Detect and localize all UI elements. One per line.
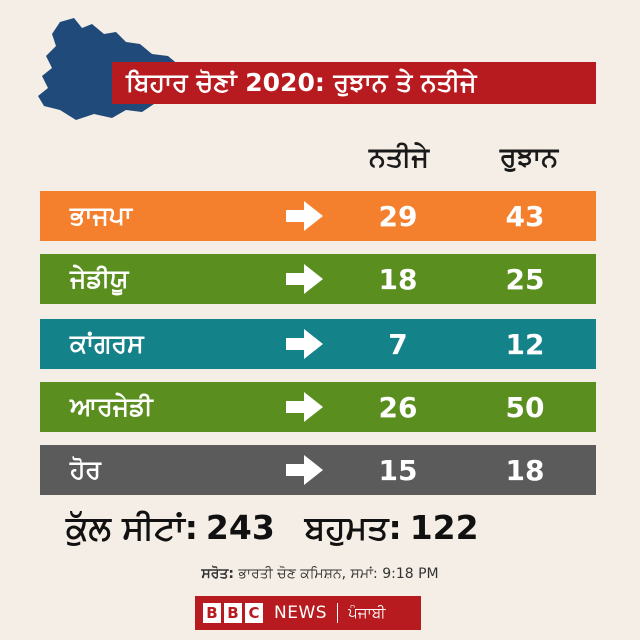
majority-label: ਬਹੁਮਤ: <box>304 508 402 547</box>
total-seats-label: ਕੁੱਲ ਸੀਟਾਂ: <box>66 508 198 547</box>
arrow-right-icon <box>286 392 323 422</box>
party-name: ਹੋਰ <box>70 455 101 484</box>
arrow-right-icon <box>286 329 323 359</box>
result-value: 15 <box>378 454 418 487</box>
trend-value: 12 <box>505 328 545 361</box>
arrow-right-icon <box>286 455 323 485</box>
trend-value: 25 <box>505 263 545 296</box>
party-name: ਆਰਜੇਡੀ <box>70 392 153 421</box>
party-row-congress: ਕਾਂਗਰਸ 7 12 <box>40 319 596 369</box>
result-value: 29 <box>378 200 418 233</box>
results-column-header: ਨਤੀਜੇ <box>369 142 429 173</box>
language-label: ਪੰਜਾਬੀ <box>348 604 386 622</box>
trend-value: 50 <box>505 391 545 424</box>
total-seats-value: 243 <box>205 508 275 547</box>
arrow-right-icon <box>286 264 323 294</box>
page-title: ਬਿਹਾਰ ਚੋਣਾਂ 2020: ਰੁਝਾਨ ਤੇ ਨਤੀਜੇ <box>112 62 596 104</box>
trend-value: 43 <box>505 200 545 233</box>
arrow-right-icon <box>286 201 323 231</box>
trends-column-header: ਰੁਝਾਨ <box>499 142 559 173</box>
party-row-bjp: ਭਾਜਪਾ 29 43 <box>40 191 596 241</box>
source-line: ਸਰੋਤ: ਭਾਰਤੀ ਚੋਣ ਕਮਿਸ਼ਨ, ਸਮਾਂ: 9:18 PM <box>0 566 640 582</box>
result-value: 26 <box>378 391 418 424</box>
news-label: NEWS <box>274 603 328 623</box>
bbc-letter: B <box>203 603 221 623</box>
source-text: ਭਾਰਤੀ ਚੋਣ ਕਮਿਸ਼ਨ, ਸਮਾਂ: 9:18 PM <box>238 566 439 582</box>
party-name: ਕਾਂਗਰਸ <box>70 329 144 358</box>
bbc-news-logo: B B C NEWS ਪੰਜਾਬੀ <box>195 596 421 630</box>
party-name: ਜੇਡੀਯੂ <box>70 264 129 293</box>
totals-line: ਕੁੱਲ ਸੀਟਾਂ: 243 ਬਹੁਮਤ: 122 <box>66 508 487 548</box>
party-name: ਭਾਜਪਾ <box>70 201 133 230</box>
logo-divider <box>337 603 339 623</box>
bbc-letter: C <box>245 603 263 623</box>
result-value: 18 <box>378 263 418 296</box>
party-row-rjd: ਆਰਜੇਡੀ 26 50 <box>40 382 596 432</box>
bbc-letter: B <box>224 603 242 623</box>
party-row-jdu: ਜੇਡੀਯੂ 18 25 <box>40 254 596 304</box>
trend-value: 18 <box>505 454 545 487</box>
source-label: ਸਰੋਤ: <box>201 566 234 582</box>
result-value: 7 <box>388 328 408 361</box>
party-row-others: ਹੋਰ 15 18 <box>40 445 596 495</box>
majority-value: 122 <box>409 508 479 547</box>
